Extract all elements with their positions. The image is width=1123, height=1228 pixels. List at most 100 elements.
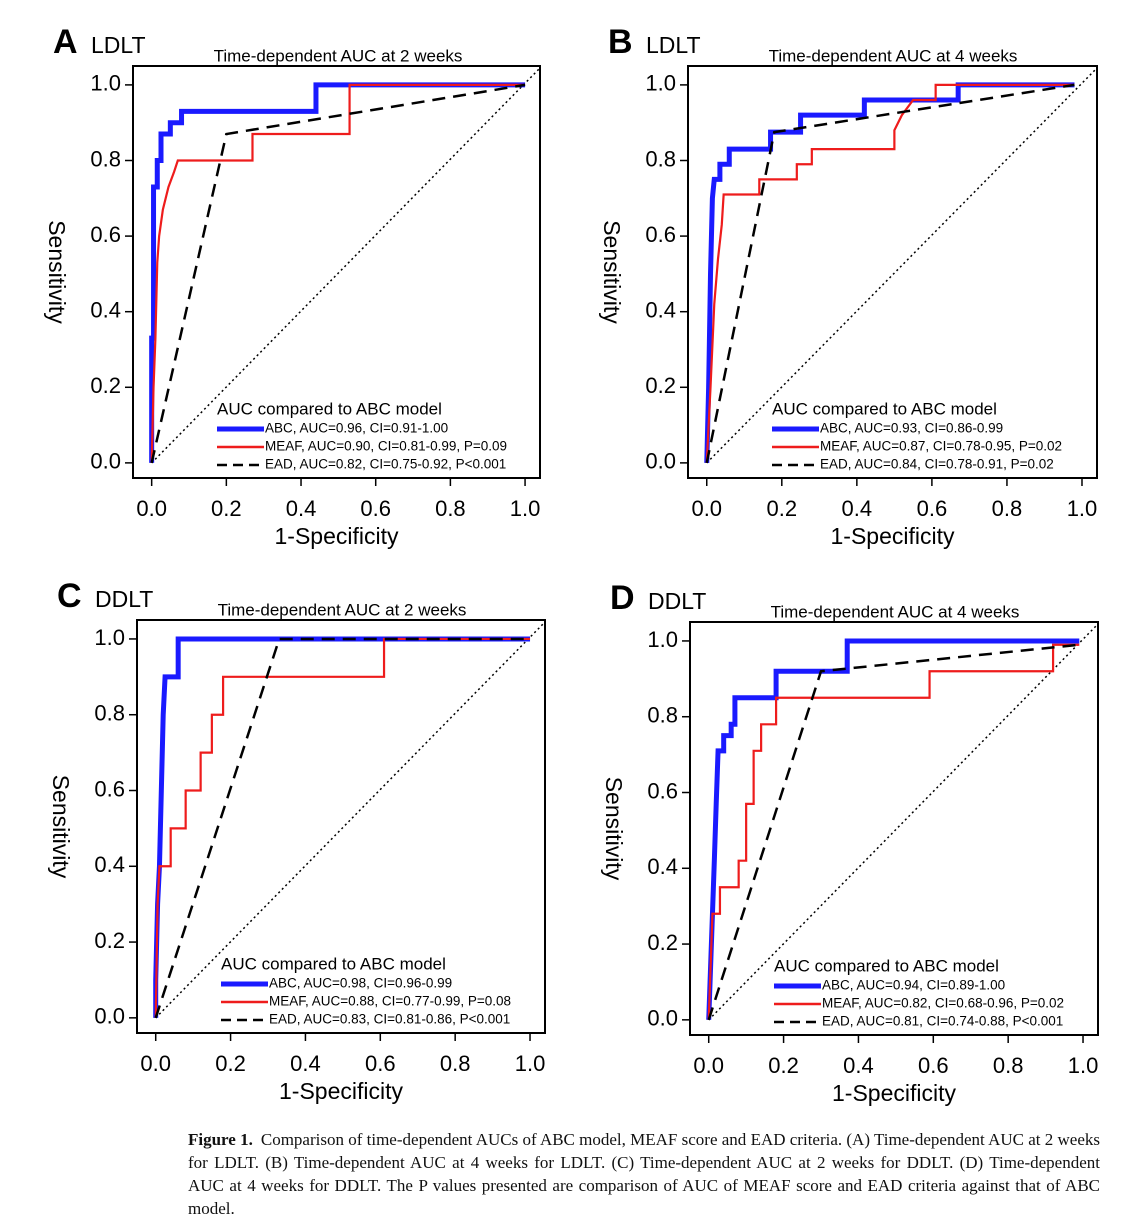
roc-curve [150, 83, 526, 463]
x-axis-label: 1-Specificity [279, 1078, 403, 1104]
legend-label: MEAF, AUC=0.88, CI=0.77-0.99, P=0.08 [269, 994, 511, 1009]
panel-subset: DDLT [95, 586, 153, 612]
panel-subset: LDLT [91, 32, 146, 58]
y-tick-label: 0.0 [647, 1006, 678, 1031]
y-tick-label: 0.8 [647, 703, 678, 728]
y-tick-label: 0.4 [94, 852, 125, 877]
x-tick-label: 0.6 [918, 1053, 949, 1078]
chart-title: Time-dependent AUC at 2 weeks [214, 46, 463, 65]
roc-curve [707, 643, 1080, 1021]
x-tick-label: 0.2 [767, 496, 798, 521]
legend-label: EAD, AUC=0.82, CI=0.75-0.92, P<0.001 [265, 457, 506, 472]
x-tick-label: 0.2 [211, 496, 242, 521]
reference-diagonal [151, 67, 541, 464]
roc-curve [150, 83, 526, 464]
x-tick-label: 0.6 [917, 496, 948, 521]
y-tick-label: 0.8 [94, 701, 125, 726]
y-tick-label: 0.2 [645, 373, 676, 398]
panel-letter: A [53, 23, 78, 61]
y-tick-label: 0.0 [94, 1004, 125, 1029]
panel-subset: DDLT [648, 588, 706, 614]
x-axis-label: 1-Specificity [275, 523, 399, 549]
figure: A LDLT Time-dependent AUC at 2 weeks 0.0 0.2… [44, 23, 1099, 1106]
y-tick-label: 0.8 [645, 146, 676, 171]
x-tick-label: 0.8 [440, 1051, 471, 1076]
x-tick-label: 0.0 [693, 1053, 724, 1078]
chart-title: Time-dependent AUC at 4 weeks [769, 46, 1018, 65]
y-tick-label: 1.0 [645, 71, 676, 96]
x-tick-label: 0.8 [993, 1053, 1024, 1078]
roc-curve [154, 637, 531, 1019]
y-tick-label: 0.2 [90, 373, 121, 398]
caption-text: Comparison of time-dependent AUCs of ABC… [188, 1130, 1100, 1218]
x-tick-label: 0.0 [136, 496, 167, 521]
x-tick-label: 0.8 [435, 496, 466, 521]
y-tick-label: 1.0 [90, 71, 121, 96]
legend-label: EAD, AUC=0.81, CI=0.74-0.88, P<0.001 [822, 1014, 1063, 1029]
y-tick-label: 0.6 [90, 222, 121, 247]
chart-title: Time-dependent AUC at 2 weeks [218, 600, 467, 619]
x-tick-label: 0.4 [843, 1053, 874, 1078]
x-tick-label: 0.6 [360, 496, 391, 521]
legend-label: MEAF, AUC=0.87, CI=0.78-0.95, P=0.02 [820, 439, 1062, 454]
roc-curve [706, 638, 1080, 1020]
panel-letter: C [57, 577, 82, 615]
legend-label: MEAF, AUC=0.90, CI=0.81-0.99, P=0.09 [265, 439, 507, 454]
x-tick-label: 0.6 [365, 1051, 396, 1076]
legend-label: ABC, AUC=0.96, CI=0.91-1.00 [265, 421, 448, 436]
y-tick-label: 0.6 [645, 222, 676, 247]
x-tick-label: 0.2 [215, 1051, 246, 1076]
panel-subset: LDLT [646, 32, 701, 58]
x-tick-label: 1.0 [510, 496, 541, 521]
roc-curve [705, 83, 1075, 464]
panel-letter: B [608, 23, 633, 61]
y-axis-label: Sensitivity [601, 777, 627, 881]
x-tick-label: 0.4 [290, 1051, 321, 1076]
y-axis-label: Sensitivity [48, 775, 74, 879]
chart-title: Time-dependent AUC at 4 weeks [771, 602, 1020, 621]
roc-curve [705, 83, 1075, 463]
caption-label: Figure 1. [188, 1130, 253, 1149]
y-tick-label: 1.0 [94, 625, 125, 650]
legend-title: AUC compared to ABC model [221, 954, 446, 973]
x-tick-label: 0.0 [691, 496, 722, 521]
x-tick-label: 0.8 [992, 496, 1023, 521]
x-tick-label: 1.0 [1067, 496, 1098, 521]
y-tick-label: 0.4 [90, 298, 121, 323]
y-tick-label: 0.6 [647, 778, 678, 803]
y-axis-label: Sensitivity [44, 220, 70, 324]
y-tick-label: 0.2 [647, 930, 678, 955]
legend-label: EAD, AUC=0.84, CI=0.78-0.91, P=0.02 [820, 457, 1054, 472]
x-tick-label: 0.2 [768, 1053, 799, 1078]
y-tick-label: 0.0 [645, 449, 676, 474]
y-tick-label: 0.2 [94, 928, 125, 953]
plot-frame [136, 619, 546, 1034]
legend-title: AUC compared to ABC model [772, 399, 997, 418]
legend-title: AUC compared to ABC model [774, 956, 999, 975]
caption: Figure 1. Comparison of time-dependent AU… [188, 1128, 1100, 1220]
plot-frame [687, 65, 1098, 479]
legend-title: AUC compared to ABC model [217, 399, 442, 418]
x-tick-label: 0.4 [842, 496, 873, 521]
x-tick-label: 0.4 [286, 496, 317, 521]
legend-label: ABC, AUC=0.98, CI=0.96-0.99 [269, 976, 452, 991]
y-axis-label: Sensitivity [599, 220, 625, 324]
y-tick-label: 0.8 [90, 146, 121, 171]
legend-label: ABC, AUC=0.94, CI=0.89-1.00 [822, 978, 1005, 993]
y-tick-label: 1.0 [647, 627, 678, 652]
x-tick-label: 0.0 [140, 1051, 171, 1076]
plot-frame [132, 65, 541, 479]
x-tick-label: 1.0 [1068, 1053, 1099, 1078]
plot-frame [689, 621, 1099, 1036]
x-tick-label: 1.0 [515, 1051, 546, 1076]
x-axis-label: 1-Specificity [832, 1080, 956, 1106]
roc-curve [707, 643, 1080, 1020]
y-tick-label: 0.6 [94, 776, 125, 801]
legend-label: ABC, AUC=0.93, CI=0.86-0.99 [820, 421, 1003, 436]
legend-label: MEAF, AUC=0.82, CI=0.68-0.96, P=0.02 [822, 996, 1064, 1011]
y-tick-label: 0.0 [90, 449, 121, 474]
x-axis-label: 1-Specificity [831, 523, 955, 549]
roc-curve [704, 82, 1075, 463]
roc-curve [154, 637, 531, 1018]
